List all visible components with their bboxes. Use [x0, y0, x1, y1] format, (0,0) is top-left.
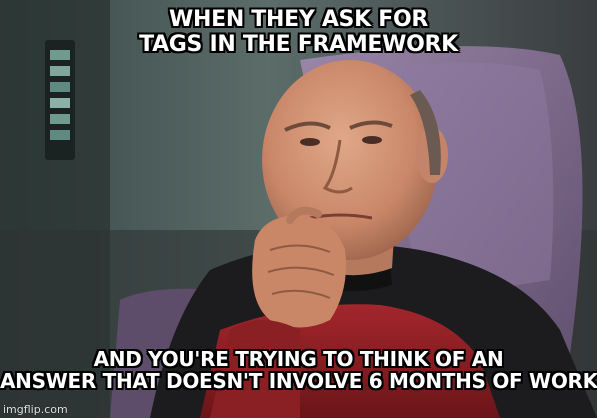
top-caption-line-2: TAGS IN THE FRAMEWORK [139, 31, 458, 57]
bottom-caption: AND YOU'RE TRYING TO THINK OF AN ANSWER … [0, 348, 597, 393]
bottom-caption-line-1: AND YOU'RE TRYING TO THINK OF AN [93, 347, 504, 371]
watermark: imgflip.com [3, 403, 68, 416]
top-caption-line-1: WHEN THEY ASK FOR [169, 7, 428, 32]
top-caption: WHEN THEY ASK FOR TAGS IN THE FRAMEWORK [0, 7, 597, 57]
bottom-caption-line-2: ANSWER THAT DOESN'T INVOLVE 6 MONTHS OF … [0, 369, 597, 394]
